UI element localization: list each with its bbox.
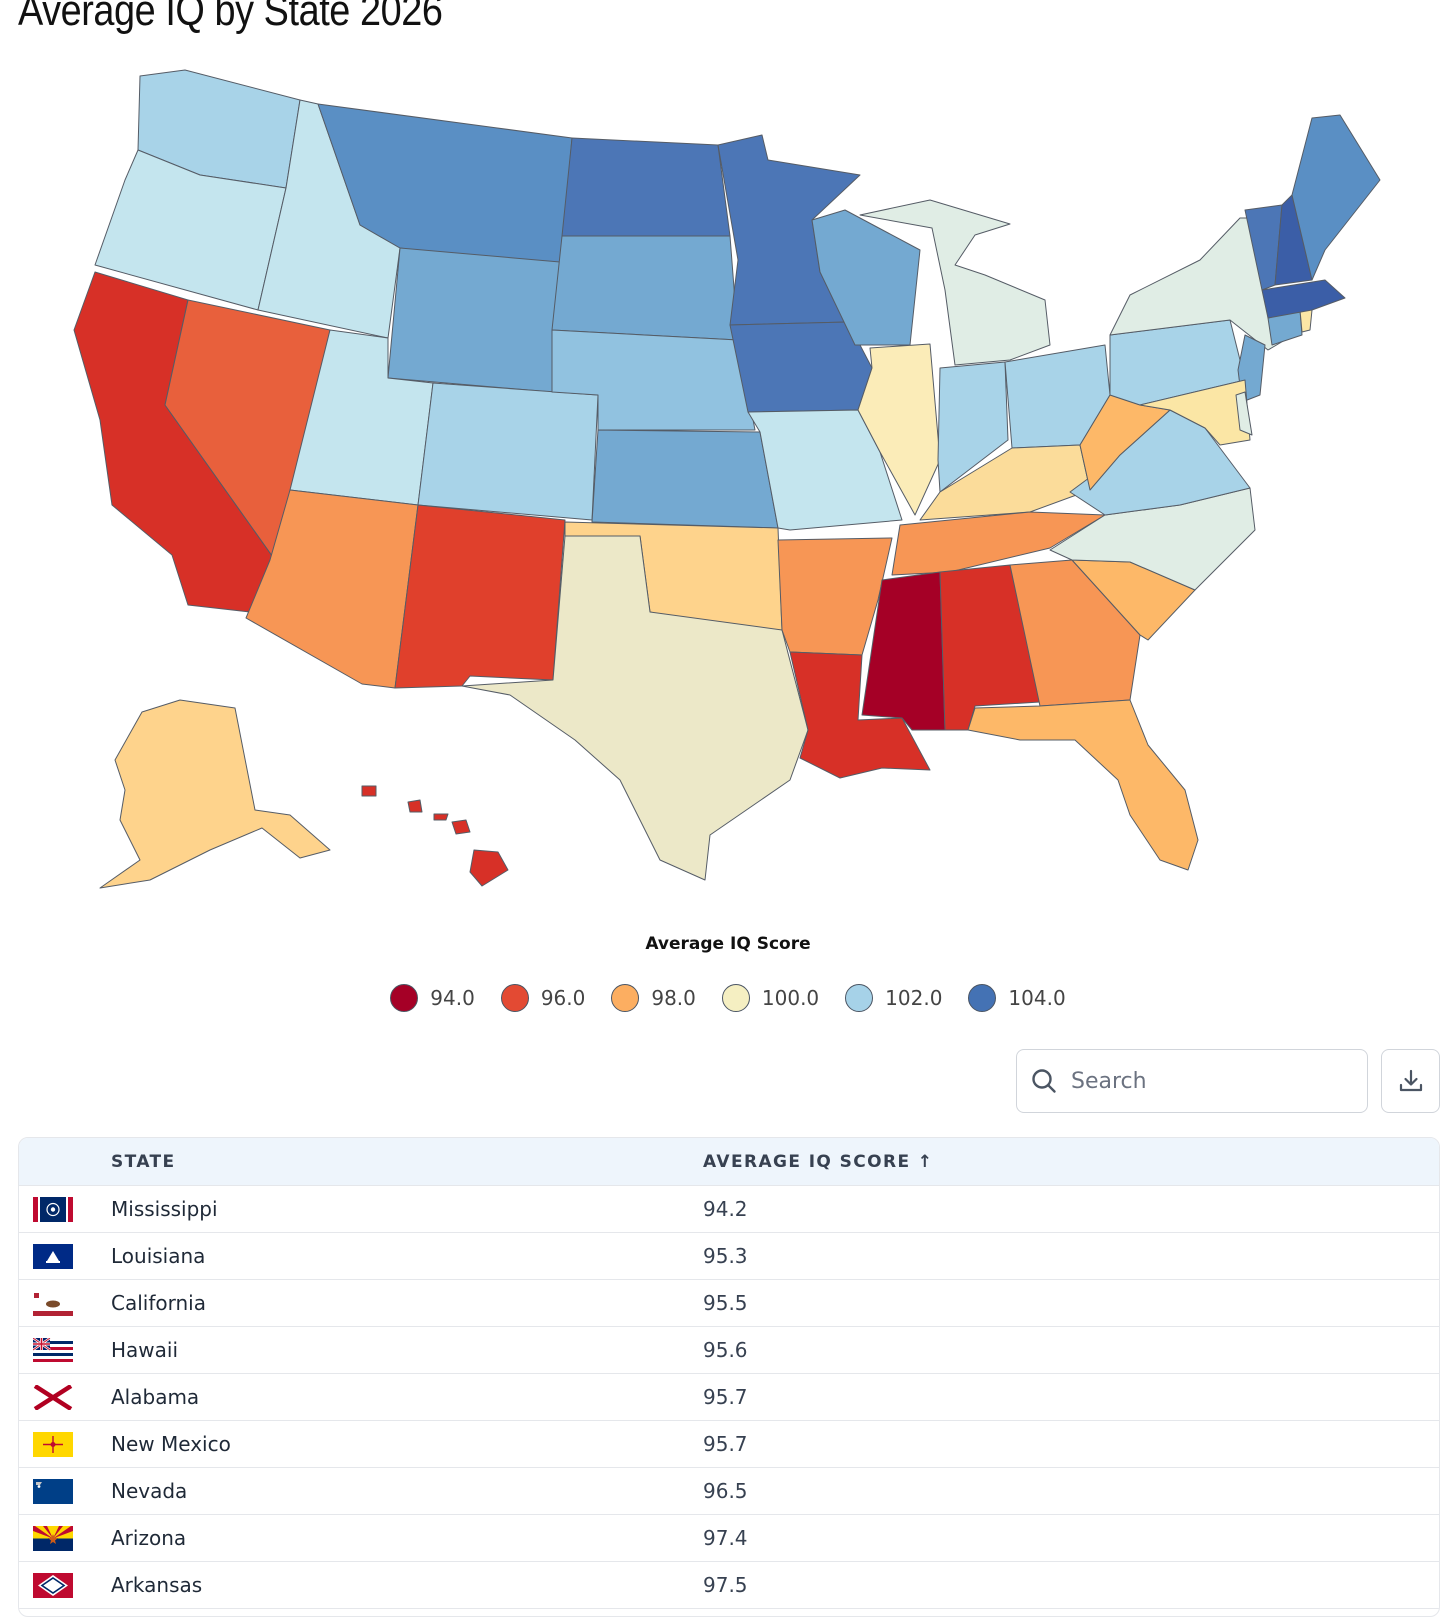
legend-swatch <box>968 984 997 1012</box>
state-tennessee[interactable] <box>891 511 1106 576</box>
state-flag-icon <box>33 1197 73 1222</box>
state-flag-icon <box>33 1338 73 1363</box>
table-row[interactable]: Arkansas 97.5 <box>19 1562 1439 1609</box>
state-name-cell: California <box>111 1291 206 1315</box>
download-button[interactable] <box>1381 1049 1440 1113</box>
table-row[interactable]: Alabama 95.7 <box>19 1374 1439 1421</box>
state-flag-icon <box>33 1573 73 1598</box>
state-north-dakota[interactable] <box>561 137 731 237</box>
state-name-cell: Nevada <box>111 1479 188 1503</box>
legend-label: 102.0 <box>885 986 943 1010</box>
legend-swatch <box>390 984 419 1012</box>
table-row[interactable]: Mississippi 94.2 <box>19 1186 1439 1233</box>
table-body: Mississippi 94.2 Louisiana 95.3 California 95… <box>19 1186 1439 1609</box>
legend-title: Average IQ Score <box>645 934 811 954</box>
state-name-cell: Arkansas <box>111 1573 203 1597</box>
state-new-mexico[interactable] <box>394 504 566 689</box>
iq-score-cell: 95.7 <box>703 1385 748 1409</box>
state-name-cell: Arizona <box>111 1526 187 1550</box>
state-indiana[interactable] <box>937 361 1009 493</box>
state-name-cell: Alabama <box>111 1385 200 1409</box>
legend-swatch <box>721 984 750 1012</box>
table-header: STATE AVERAGE IQ SCORE ↑ <box>19 1138 1439 1186</box>
table-row[interactable]: Arizona 97.4 <box>19 1515 1439 1562</box>
state-maryland[interactable] <box>1139 379 1251 446</box>
table-row[interactable]: New Mexico 95.7 <box>19 1421 1439 1468</box>
table-row[interactable]: Nevada 96.5 <box>19 1468 1439 1515</box>
state-name-cell: Hawaii <box>111 1338 179 1362</box>
legend-item[interactable]: 94.0 <box>390 984 475 1012</box>
state-delaware[interactable] <box>1235 391 1253 436</box>
state-hawaii-oahu[interactable] <box>407 799 423 813</box>
state-maine[interactable] <box>1291 114 1381 281</box>
iq-score-cell: 95.6 <box>703 1338 748 1362</box>
legend-swatch <box>500 984 529 1012</box>
state-hawaii-molokai[interactable] <box>433 813 449 821</box>
state-flag-icon <box>33 1244 73 1269</box>
state-rhode-island[interactable] <box>1299 309 1313 333</box>
legend-label: 96.0 <box>540 986 586 1010</box>
legend-label: 94.0 <box>430 986 475 1010</box>
legend-item[interactable]: 104.0 <box>968 984 1066 1012</box>
iq-table: STATE AVERAGE IQ SCORE ↑ Mississippi 94.2… <box>18 1137 1440 1617</box>
state-texas[interactable] <box>461 535 809 881</box>
iq-score-cell: 94.2 <box>703 1197 748 1221</box>
table-row[interactable]: California 95.5 <box>19 1280 1439 1327</box>
state-illinois[interactable] <box>857 343 941 516</box>
search-input[interactable] <box>1069 1067 1339 1095</box>
map-legend: 94.0 96.0 98.0 100.0 102.0 104.0 <box>0 984 1456 1012</box>
state-hawaii-island[interactable] <box>469 849 509 887</box>
state-hawaii-kauai[interactable] <box>361 785 377 797</box>
page-title: Average IQ by State 2026 <box>18 0 443 35</box>
iq-score-cell: 96.5 <box>703 1479 748 1503</box>
legend-swatch <box>845 984 874 1012</box>
state-flag-icon <box>33 1526 73 1551</box>
state-florida[interactable] <box>967 699 1199 871</box>
state-south-dakota[interactable] <box>551 235 739 341</box>
legend-item[interactable]: 102.0 <box>845 984 942 1012</box>
legend-swatch <box>611 984 640 1012</box>
iq-score-cell: 95.5 <box>703 1291 748 1315</box>
legend-item[interactable]: 96.0 <box>500 984 586 1012</box>
iq-score-cell: 97.4 <box>703 1526 748 1550</box>
column-header-score[interactable]: AVERAGE IQ SCORE ↑ <box>703 1151 934 1172</box>
state-flag-icon <box>33 1479 73 1504</box>
state-flag-icon <box>33 1432 73 1457</box>
state-name-cell: New Mexico <box>111 1432 231 1456</box>
iq-score-cell: 95.3 <box>703 1244 748 1268</box>
state-alaska[interactable] <box>99 699 331 889</box>
state-name-cell: Mississippi <box>111 1197 218 1221</box>
legend-label: 104.0 <box>1008 986 1066 1010</box>
legend-item[interactable]: 100.0 <box>721 984 820 1012</box>
download-icon <box>1399 1069 1422 1092</box>
search-icon <box>1032 1069 1056 1093</box>
state-colorado[interactable] <box>417 382 599 521</box>
table-row[interactable]: Hawaii 95.6 <box>19 1327 1439 1374</box>
state-massachusetts[interactable] <box>1261 279 1346 319</box>
search-box[interactable] <box>1016 1049 1368 1113</box>
legend-label: 98.0 <box>651 986 696 1010</box>
state-kansas[interactable] <box>591 429 779 529</box>
state-wyoming[interactable] <box>387 247 561 393</box>
state-name-cell: Louisiana <box>111 1244 206 1268</box>
state-flag-icon <box>33 1291 73 1316</box>
iq-score-cell: 95.7 <box>703 1432 748 1456</box>
iq-score-cell: 97.5 <box>703 1573 748 1597</box>
table-row[interactable]: Louisiana 95.3 <box>19 1233 1439 1280</box>
legend-item[interactable]: 98.0 <box>611 984 696 1012</box>
state-georgia[interactable] <box>1009 559 1141 707</box>
state-louisiana[interactable] <box>789 651 931 779</box>
state-flag-icon <box>33 1385 73 1410</box>
column-header-state[interactable]: STATE <box>111 1151 176 1172</box>
state-michigan[interactable] <box>859 199 1051 366</box>
us-choropleth-map <box>73 69 1381 889</box>
legend-label: 100.0 <box>761 986 820 1010</box>
state-hawaii-maui[interactable] <box>451 819 471 835</box>
